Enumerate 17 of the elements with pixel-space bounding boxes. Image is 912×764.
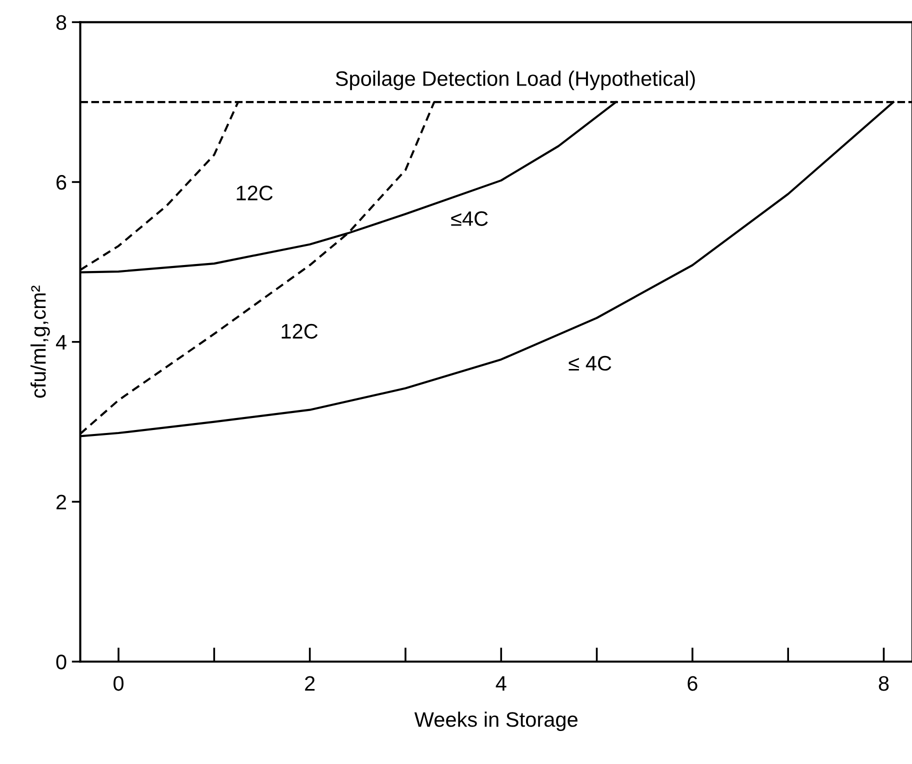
series-label: 12C — [282, 324, 318, 339]
series-label: 12C — [236, 186, 273, 200]
series-label: ≤4C — [451, 211, 488, 226]
x-tick-label: 8 — [878, 676, 889, 691]
y-tick-label: 8 — [56, 15, 66, 30]
ref-line-label: Spoilage Detection Load (Hypothetical) — [336, 70, 695, 90]
x-tick-label: 0 — [114, 676, 124, 691]
y-tick-label: 4 — [56, 335, 66, 350]
x-tick-label: 4 — [496, 676, 506, 691]
x-tick-label: 2 — [305, 676, 315, 691]
x-tick-label: 6 — [688, 676, 698, 691]
y-axis-title: cfu/ml,g,cm² — [30, 286, 50, 398]
y-tick-label: 0 — [56, 654, 66, 670]
y-tick-label: 6 — [56, 175, 66, 190]
x-axis-title: Weeks in Storage — [414, 712, 578, 732]
y-tick-label: 2 — [56, 494, 66, 510]
series-label: ≤ 4C — [568, 356, 612, 371]
